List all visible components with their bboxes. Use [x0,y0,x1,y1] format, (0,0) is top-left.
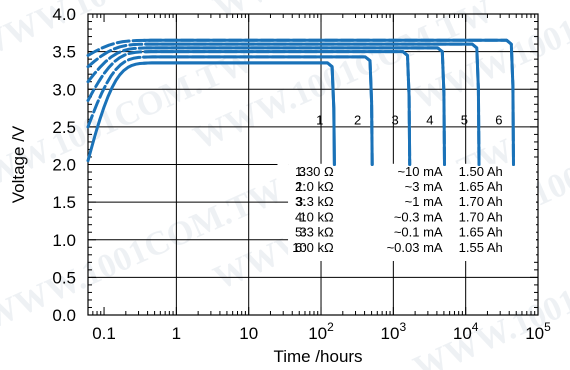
legend-capacity: 1.70 Ah [459,194,503,209]
ticks [87,13,538,316]
legend-capacity: 1.65 Ah [459,179,503,194]
legend-current: ~3 mA [405,179,443,194]
legend-load: 10 kΩ [299,209,334,224]
legend-load: 3.3 kΩ [296,194,334,209]
x-axis-title: Time /hours [273,347,362,366]
legend-load: 1.0 kΩ [296,179,334,194]
y-tick-label: 1.5 [52,193,76,212]
legend-index: 4: [295,209,306,224]
x-tick-label-exponent: 3 [399,320,406,334]
y-axis-title: Voltage /V [9,125,28,203]
curve-label-3: 3 [391,112,398,127]
x-tick-label-base: 10 [308,324,327,343]
legend-current: ~1 mA [405,194,443,209]
legend-capacity: 1.70 Ah [459,209,503,224]
curve-label-4: 4 [426,112,433,127]
x-tick-label: 0.1 [92,324,116,343]
x-tick-label-base: 10 [239,324,258,343]
series-line-solid-3 [144,50,412,166]
x-tick-label-base: 1 [172,324,181,343]
x-tick-label-base: 10 [453,324,472,343]
legend-current: ~0.03 mA [387,240,443,255]
legend-capacity: 1.50 Ah [459,164,503,179]
y-tick-label: 0.5 [52,268,76,287]
x-tick-label: 104 [453,320,479,343]
legend-load: 100 kΩ [292,240,334,255]
x-tick-label-base: 10 [381,324,400,343]
legend-index: 1: [295,164,306,179]
x-tick-label-base: 10 [525,324,544,343]
x-tick-label: 105 [525,320,551,343]
series-line-solid-4 [144,46,446,166]
y-tick-label: 2.0 [52,156,76,175]
curve-label-5: 5 [461,112,468,127]
series-line-solid-2 [142,55,374,166]
series-line-solid-5 [144,42,481,166]
x-tick-label: 1 [172,324,181,343]
series-line-solid-6 [142,38,515,166]
legend-current: ~0.3 mA [394,209,443,224]
legend-capacity: 1.65 Ah [459,225,503,240]
x-tick-label-exponent: 2 [327,320,334,334]
legend-current: ~10 mA [397,164,442,179]
x-tick-label-exponent: 4 [472,320,479,334]
legend-index: 5: [295,225,306,240]
legend-background-extra [277,163,289,199]
series-line-solid-1 [142,61,336,166]
y-tick-label: 2.5 [52,118,76,137]
y-tick-label: 3.0 [52,80,76,99]
x-tick-label-base: 0.1 [92,324,116,343]
y-tick-label: 4.0 [52,5,76,24]
curve-label-1: 1 [316,112,323,127]
legend-current: ~0.1 mA [394,225,443,240]
y-tick-label: 0.0 [52,306,76,325]
x-tick-label: 10 [239,324,258,343]
curve-label-6: 6 [495,112,502,127]
legend-load: 33 kΩ [299,225,334,240]
curves: 1 2 3 4 5 6 [86,38,515,166]
x-tick-label: 103 [381,320,407,343]
legend-background [288,163,536,261]
legend-load: 330 Ω [299,164,334,179]
legend: 1:330 Ω ~10 mA 1.50 Ah 2:1.0 kΩ ~3 mA 1.65 Ah… [292,164,503,255]
legend-index: 6: [295,240,306,255]
x-tick-label: 102 [308,320,334,343]
y-tick-label: 3.5 [52,43,76,62]
y-tick-label: 1.0 [52,231,76,250]
x-tick-label-exponent: 5 [544,320,551,334]
legend-capacity: 1.55 Ah [459,240,503,255]
legend-index: 3: [295,194,306,209]
curve-label-2: 2 [354,112,361,127]
legend-index: 2: [295,179,306,194]
